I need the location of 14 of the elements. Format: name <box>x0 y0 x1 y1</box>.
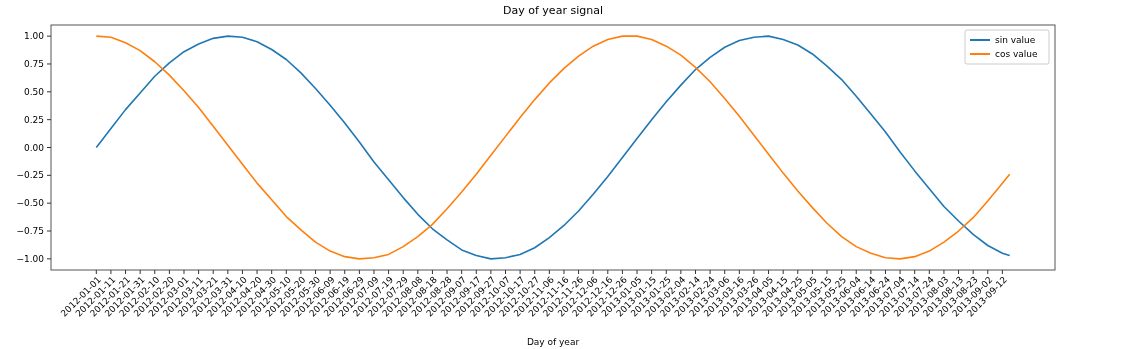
chart-title: Day of year signal <box>503 4 603 17</box>
x-axis-title: Day of year <box>526 337 580 347</box>
legend-label: sin value <box>995 35 1036 46</box>
y-tick-label: 1.00 <box>23 31 45 42</box>
y-tick-label: −0.25 <box>16 170 44 181</box>
y-tick-label: −1.00 <box>16 254 45 265</box>
y-tick-label: 0.50 <box>23 86 45 97</box>
y-tick-label: 0.25 <box>23 114 44 125</box>
y-tick-label: −0.50 <box>16 198 45 209</box>
line-series <box>95 35 1011 260</box>
legend-label: cos value <box>995 49 1039 60</box>
y-tick-label: 0.75 <box>23 59 44 70</box>
y-tick-label: 0.00 <box>23 142 45 153</box>
y-tick-label: −0.75 <box>16 226 44 237</box>
